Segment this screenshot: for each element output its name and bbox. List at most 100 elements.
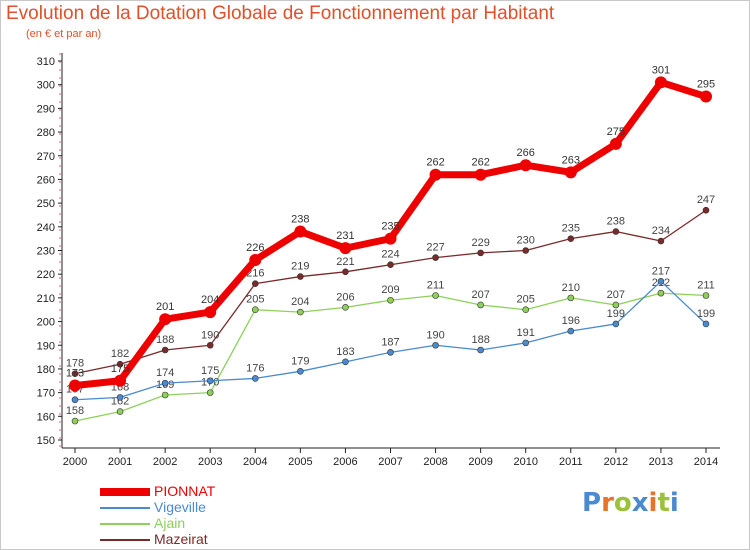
data-point-vigeville bbox=[387, 349, 394, 356]
data-label-ajain: 162 bbox=[111, 396, 129, 408]
y-tick-label: 230 bbox=[37, 246, 55, 258]
data-point-ajain bbox=[71, 417, 79, 425]
data-point-mazeirat bbox=[387, 261, 394, 269]
data-point-pionnat bbox=[429, 168, 442, 181]
data-label-pionnat: 175 bbox=[111, 363, 129, 375]
data-point-mazeirat bbox=[432, 254, 439, 261]
y-tick-label: 220 bbox=[37, 269, 55, 281]
data-point-ajain bbox=[612, 301, 620, 309]
data-label-mazeirat: 238 bbox=[607, 216, 625, 228]
x-tick-label: 2005 bbox=[288, 456, 312, 468]
y-tick-label: 240 bbox=[37, 222, 55, 234]
data-label-mazeirat: 247 bbox=[697, 194, 715, 206]
data-label-mazeirat: 178 bbox=[66, 358, 84, 370]
data-point-mazeirat bbox=[71, 370, 79, 377]
data-label-ajain: 211 bbox=[427, 280, 445, 292]
legend-label: PIONNAT bbox=[154, 483, 216, 499]
data-point-vigeville bbox=[297, 368, 304, 375]
y-tick-label: 200 bbox=[37, 317, 55, 329]
chart-subtitle: (en € et par an) bbox=[26, 28, 102, 40]
data-label-ajain: 158 bbox=[66, 405, 84, 417]
data-point-mazeirat bbox=[612, 228, 620, 235]
data-label-ajain: 210 bbox=[562, 282, 580, 294]
data-label-vigeville: 175 bbox=[201, 365, 219, 377]
data-point-mazeirat bbox=[161, 346, 169, 354]
data-point-ajain bbox=[657, 289, 665, 297]
logo-letter: r bbox=[601, 488, 614, 518]
data-point-pionnat bbox=[204, 306, 217, 319]
data-point-vigeville bbox=[71, 396, 79, 404]
data-label-vigeville: 183 bbox=[336, 346, 354, 358]
data-point-vigeville bbox=[251, 375, 259, 382]
data-label-mazeirat: 227 bbox=[426, 242, 444, 254]
data-point-mazeirat bbox=[342, 268, 349, 276]
data-label-pionnat: 235 bbox=[381, 221, 399, 233]
data-point-pionnat bbox=[700, 90, 712, 103]
data-label-pionnat: 204 bbox=[201, 294, 219, 306]
legend-item-pionnat: PIONNAT bbox=[100, 483, 300, 500]
logo-letter: t bbox=[657, 488, 670, 518]
legend-item-mazeirat: Mazeirat bbox=[100, 531, 300, 548]
line-chart: 150 160 170 180 190 200 210 220 230 240 250 260 270 2… bbox=[37, 53, 720, 468]
legend-swatch bbox=[100, 488, 150, 496]
data-point-pionnat bbox=[654, 76, 667, 89]
data-label-vigeville: 199 bbox=[607, 308, 625, 320]
data-point-vigeville bbox=[342, 358, 349, 366]
data-label-pionnat: 226 bbox=[246, 242, 264, 254]
x-tick-label: 2003 bbox=[198, 456, 222, 468]
data-point-ajain bbox=[161, 391, 169, 399]
data-label-ajain: 211 bbox=[697, 280, 715, 292]
data-label-mazeirat: 234 bbox=[652, 225, 670, 237]
logo-letter: i bbox=[669, 488, 679, 518]
legend-swatch bbox=[100, 507, 150, 509]
chart-legend: PIONNAT Vigeville Ajain Mazeirat bbox=[100, 483, 300, 548]
data-label-vigeville: 191 bbox=[517, 327, 535, 339]
data-label-mazeirat: 219 bbox=[291, 261, 309, 273]
data-point-mazeirat bbox=[657, 237, 665, 245]
data-label-vigeville: 187 bbox=[381, 336, 399, 348]
data-label-vigeville: 188 bbox=[471, 334, 489, 346]
y-tick-label: 170 bbox=[37, 388, 55, 400]
x-tick-label: 2010 bbox=[513, 456, 537, 468]
data-point-ajain bbox=[522, 306, 530, 314]
y-tick-label: 180 bbox=[37, 364, 55, 376]
legend-swatch bbox=[100, 539, 150, 541]
y-tick-label: 300 bbox=[37, 80, 55, 92]
data-label-pionnat: 295 bbox=[697, 79, 715, 91]
data-point-pionnat bbox=[474, 168, 487, 181]
x-tick-label: 2004 bbox=[243, 456, 267, 468]
y-tick-label: 150 bbox=[37, 435, 55, 447]
data-point-pionnat bbox=[294, 225, 307, 238]
y-tick-label: 290 bbox=[37, 103, 55, 115]
data-point-mazeirat bbox=[477, 249, 484, 257]
data-point-vigeville bbox=[702, 320, 710, 328]
data-point-ajain bbox=[567, 294, 575, 302]
data-label-mazeirat: 221 bbox=[336, 256, 354, 268]
data-label-ajain: 205 bbox=[246, 294, 264, 306]
data-label-ajain: 209 bbox=[381, 284, 399, 296]
x-tick-label: 2012 bbox=[604, 456, 628, 468]
data-label-mazeirat: 230 bbox=[517, 235, 535, 247]
data-point-mazeirat bbox=[116, 360, 124, 368]
x-tick-label: 2009 bbox=[468, 456, 492, 468]
data-label-pionnat: 262 bbox=[471, 157, 489, 169]
data-point-pionnat bbox=[609, 137, 622, 150]
chart-title: Evolution de la Dotation Globale de Fonc… bbox=[6, 3, 555, 24]
data-point-vigeville bbox=[477, 346, 484, 354]
data-label-vigeville: 174 bbox=[156, 367, 174, 379]
logo-letter: o bbox=[613, 488, 632, 518]
data-point-pionnat bbox=[249, 253, 262, 266]
data-label-mazeirat: 188 bbox=[156, 334, 174, 346]
data-label-pionnat: 238 bbox=[291, 214, 309, 226]
data-point-ajain bbox=[432, 292, 439, 299]
data-point-ajain bbox=[342, 304, 349, 311]
data-label-ajain: 205 bbox=[517, 294, 535, 306]
data-point-vigeville bbox=[522, 339, 530, 347]
data-label-ajain: 207 bbox=[471, 289, 489, 301]
legend-item-vigeville: Vigeville bbox=[100, 499, 300, 516]
data-point-vigeville bbox=[612, 320, 620, 328]
data-label-mazeirat: 190 bbox=[201, 329, 219, 341]
logo-letter: P bbox=[582, 488, 602, 518]
data-point-ajain bbox=[477, 301, 484, 309]
data-label-ajain: 207 bbox=[607, 289, 625, 301]
